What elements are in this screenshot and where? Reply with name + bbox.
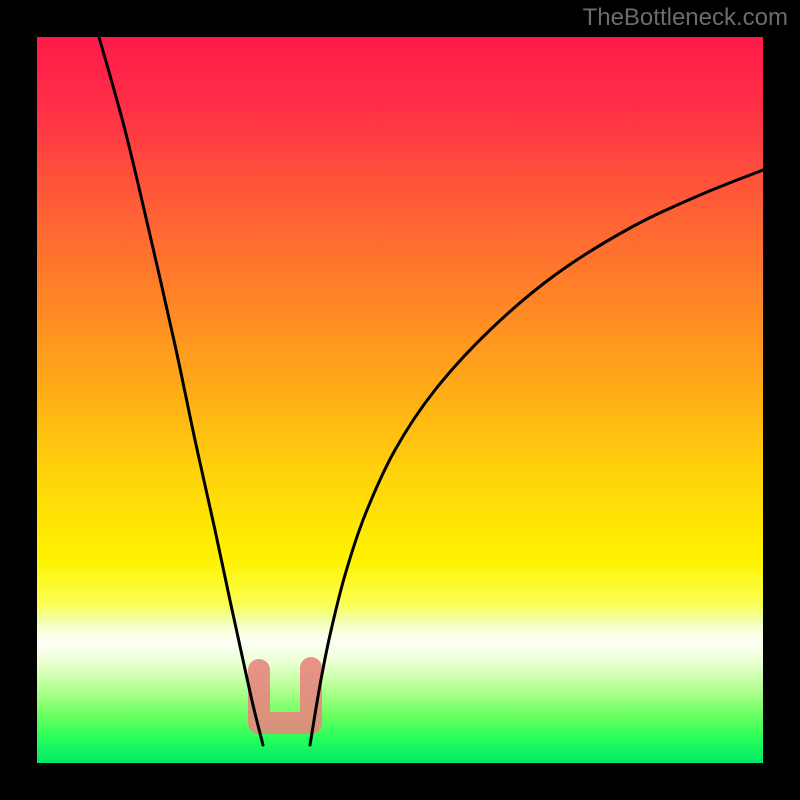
u-marker <box>248 657 322 734</box>
curve-svg <box>0 0 800 800</box>
chart-container: TheBottleneck.com <box>0 0 800 800</box>
watermark-text: TheBottleneck.com <box>583 4 788 32</box>
curve-left-branch <box>99 37 263 745</box>
curve-right-branch <box>310 170 763 745</box>
